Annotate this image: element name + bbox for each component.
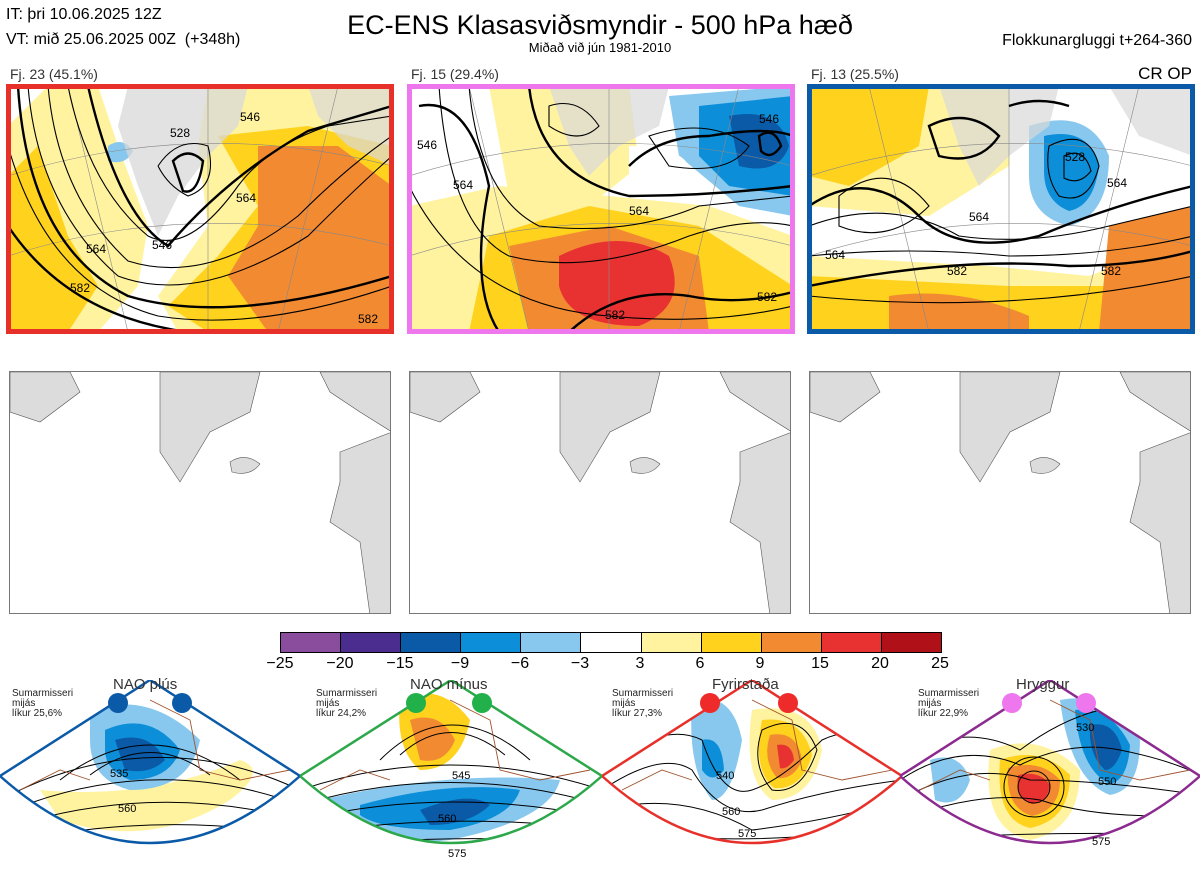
contour-label: 575 (738, 828, 757, 840)
initial-time: IT: þri 10.06.2025 12Z (6, 6, 162, 23)
contour-label: 582 (70, 281, 91, 295)
regime-3-dot (778, 693, 798, 713)
contour-label: 546 (240, 110, 261, 124)
colorbar-tick: −20 (326, 655, 354, 672)
regime-4-probability: Sumarmisseri mijás líkur 22,9% (918, 688, 980, 719)
contour-label: 546 (759, 112, 780, 126)
regime-1-dot (172, 693, 192, 713)
colorbar-tick: 25 (931, 655, 949, 672)
regime-2-dot (472, 693, 492, 713)
regime-1-title: NAO plús (113, 676, 178, 693)
contour-label: 564 (629, 204, 650, 218)
regime-1-dot (108, 693, 128, 713)
regime-nao-plus-map (0, 680, 300, 845)
colorbar-swatch (581, 633, 642, 652)
colorbar-swatch (341, 633, 402, 652)
colorbar-swatch (881, 633, 942, 652)
contour-label: 582 (757, 290, 778, 304)
contour-label: 564 (825, 248, 846, 262)
contour-label: 546 (152, 238, 173, 252)
colorbar-tick: −9 (450, 655, 470, 672)
colorbar-swatch (761, 633, 822, 652)
regime-3-title: Fyrirstaða (712, 676, 779, 693)
cluster-1-label: Fj. 23 (45.1%) (10, 66, 98, 82)
valid-time: VT: mið 25.06.2025 00Z (+348h) (6, 31, 241, 48)
regime-2-probability: Sumarmisseri mijás líkur 24,2% (316, 688, 378, 719)
contour-label: 564 (453, 178, 474, 192)
regime-2-dot (406, 693, 426, 713)
contour-label: 560 (438, 813, 457, 825)
cluster-2-label: Fj. 15 (29.4%) (411, 66, 499, 82)
regime-3-dot (700, 693, 720, 713)
contour-label: 575 (448, 848, 467, 860)
colorbar-swatch (701, 633, 762, 652)
contour-label: 540 (716, 770, 735, 782)
cluster-3-map: 528 564 564 582 564 582 (809, 86, 1193, 332)
colorbar-swatch (281, 633, 342, 652)
empty-map-1 (9, 371, 391, 614)
page-title: EC-ENS Klasasviðsmyndir - 500 hPa hæð (347, 10, 853, 40)
colorbar-swatch (461, 633, 522, 652)
regime-2-title: NAO mínus (410, 676, 488, 693)
contour-label: 564 (1107, 176, 1128, 190)
regime-nao-minus-map (300, 680, 602, 845)
contour-label: 550 (1098, 776, 1117, 788)
regime-1-probability: Sumarmisseri mijás líkur 25,6% (12, 688, 74, 719)
cluster-1-map: 528 546 546 564 564 582 582 (8, 86, 392, 332)
contour-label: 564 (236, 191, 257, 205)
colorbar-tick: 15 (811, 655, 829, 672)
contour-label: 564 (969, 210, 990, 224)
contour-label: 530 (1076, 722, 1095, 734)
contour-label: 582 (1101, 264, 1122, 278)
colorbar-tick: −25 (266, 655, 294, 672)
climatology-subtitle: Miðað við jún 1981-2010 (528, 40, 672, 55)
contour-label: 560 (722, 806, 741, 818)
colorbar-tick: 3 (635, 655, 645, 672)
contour-label: 564 (86, 242, 107, 256)
colorbar-tick: 9 (755, 655, 765, 672)
empty-map-3 (809, 371, 1191, 614)
contour-label: 575 (1092, 836, 1111, 848)
contour-label: 535 (110, 768, 129, 780)
classification-window: Flokkunargluggi t+264-360 (1002, 32, 1192, 49)
colorbar-swatch (641, 633, 702, 652)
cluster-2-map: 546 546 564 564 582 582 (409, 86, 793, 332)
contour-label: 582 (947, 264, 968, 278)
colorbar-swatch (521, 633, 582, 652)
colorbar-swatch (401, 633, 462, 652)
colorbar-tick: 6 (695, 655, 705, 672)
contour-label: 528 (1065, 150, 1086, 164)
empty-map-2 (409, 371, 791, 614)
regime-4-dot (1076, 693, 1096, 713)
colorbar-tick: 20 (871, 655, 889, 672)
contour-label: 560 (118, 803, 137, 815)
regime-4-dot (1002, 693, 1022, 713)
cluster-3-label: Fj. 13 (25.5%) (811, 66, 899, 82)
colorbar-tick: −15 (386, 655, 414, 672)
colorbar-tick: −3 (570, 655, 590, 672)
colorbar-tick: −6 (510, 655, 530, 672)
regime-blocking-map (602, 680, 902, 845)
regime-3-probability: Sumarmisseri mijás líkur 27,3% (612, 688, 674, 719)
regime-4-title: Hryggur (1016, 676, 1070, 693)
contour-label: 528 (170, 126, 191, 140)
contour-label: 582 (358, 312, 379, 326)
contour-label: 582 (605, 308, 626, 322)
colorbar-swatch (821, 633, 882, 652)
contour-label: 545 (452, 770, 471, 782)
colorbar (280, 632, 942, 653)
contour-label: 546 (417, 138, 438, 152)
regime-ridge-map (900, 680, 1200, 845)
regime-code: CR OP (1138, 64, 1192, 83)
